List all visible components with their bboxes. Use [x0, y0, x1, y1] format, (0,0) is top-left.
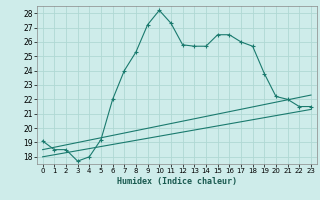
X-axis label: Humidex (Indice chaleur): Humidex (Indice chaleur) [117, 177, 237, 186]
